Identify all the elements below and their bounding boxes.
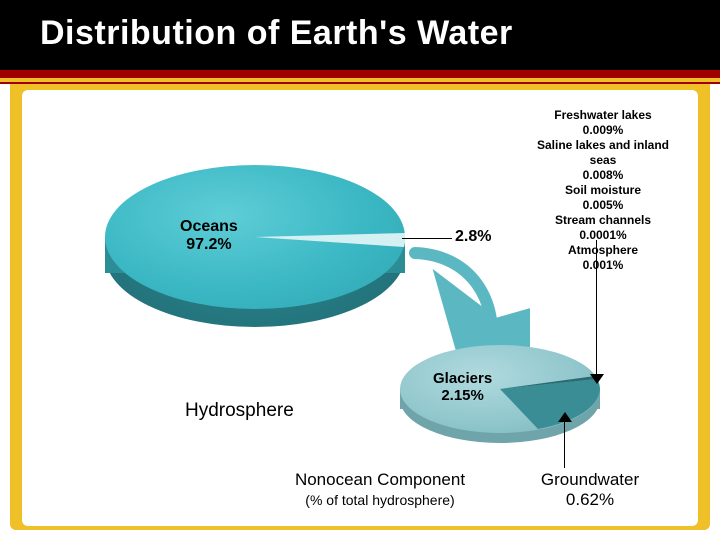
nonocean-caption-sub: (% of total hydrosphere): [305, 492, 454, 508]
glaciers-label: Glaciers 2.15%: [433, 370, 492, 405]
oceans-pct: 97.2%: [186, 236, 231, 253]
accent-line-2: [0, 82, 720, 84]
groundwater-caption: Groundwater 0.62%: [520, 470, 660, 509]
nonocean-pct-label: 2.8%: [455, 228, 491, 246]
groundwater-text: Groundwater: [541, 470, 639, 489]
groundwater-pct: 0.62%: [566, 490, 614, 509]
nonocean-caption: Nonocean Component (% of total hydrosphe…: [270, 470, 490, 509]
nonocean-caption-text: Nonocean Component: [295, 470, 465, 489]
leader-groundwater: [564, 418, 565, 468]
hydrosphere-pie: [105, 165, 405, 345]
breakdown-pointer-icon: [590, 374, 604, 384]
groundwater-pointer-icon: [558, 412, 572, 422]
list-item: Stream channels0.0001%: [528, 213, 678, 243]
breakdown-list: Freshwater lakes0.009% Saline lakes and …: [528, 108, 678, 273]
nonocean-slice: [105, 165, 405, 309]
hydrosphere-caption: Hydrosphere: [185, 400, 294, 422]
glaciers-pct: 2.15%: [441, 387, 484, 404]
hydrosphere-caption-text: Hydrosphere: [185, 400, 294, 421]
oceans-text: Oceans: [180, 218, 238, 235]
nonocean-pct-text: 2.8%: [455, 228, 491, 245]
glaciers-text: Glaciers: [433, 370, 492, 387]
nonocean-pie: [400, 345, 600, 453]
leader-2-8: [402, 238, 452, 239]
list-item: Saline lakes and inland seas0.008%: [528, 138, 678, 183]
list-item: Atmosphere0.001%: [528, 243, 678, 273]
list-item: Freshwater lakes0.009%: [528, 108, 678, 138]
page-title: Distribution of Earth's Water: [40, 14, 513, 53]
oceans-label: Oceans 97.2%: [180, 218, 238, 255]
list-item: Soil moisture0.005%: [528, 183, 678, 213]
